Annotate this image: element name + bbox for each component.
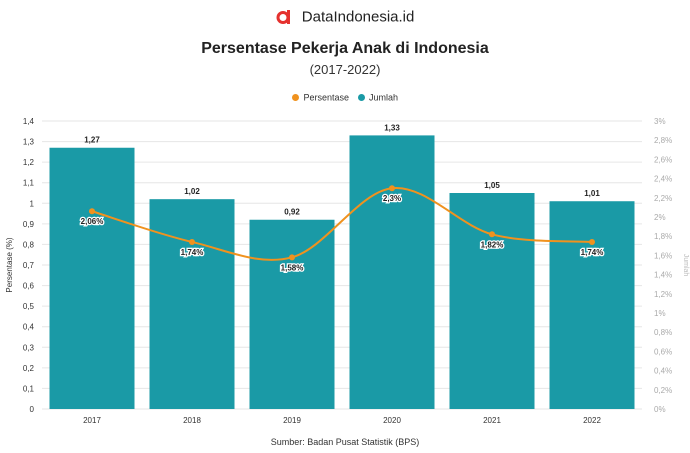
y2-tick-label: 2%	[654, 213, 666, 222]
line-value-label: 1,74%	[181, 248, 204, 257]
y2-tick-label: 2,8%	[654, 136, 672, 145]
bar-2019	[249, 219, 335, 409]
line-value-label: 2,3%	[383, 194, 401, 203]
line-point-2017	[89, 208, 95, 215]
y-axis-label: Persentase (%)	[5, 237, 14, 292]
y2-tick-label: 1%	[654, 309, 666, 318]
y-tick-label: 0,9	[23, 220, 35, 229]
y2-tick-label: 0,4%	[654, 367, 672, 376]
y2-tick-label: 0,6%	[654, 347, 672, 356]
y-tick-label: 0,6	[23, 282, 35, 291]
y-tick-label: 1,4	[23, 117, 35, 126]
y2-tick-label: 2,4%	[654, 175, 672, 184]
line-value-label: 1,58%	[281, 263, 304, 272]
bar-value-label: 1,33	[384, 123, 400, 132]
brand-logo-icon	[276, 10, 290, 25]
x-tick-label: 2020	[383, 416, 401, 425]
y-tick-label: 0,2	[23, 364, 35, 373]
bar-2020	[349, 135, 435, 409]
y-tick-label: 0,7	[23, 261, 35, 270]
y2-tick-label: 3%	[654, 117, 666, 126]
y2-tick-label: 1,8%	[654, 232, 672, 241]
legend-item-persentase[interactable]: Persentase	[291, 92, 349, 103]
y-tick-label: 1	[30, 199, 35, 208]
line-persentase	[91, 187, 593, 261]
y-tick-label: 0	[30, 405, 35, 414]
y2-axis-label: Jumlah	[682, 254, 689, 277]
y-tick-label: 0,1	[23, 384, 35, 393]
x-tick-label: 2021	[483, 416, 501, 425]
y2-tick-label: 2,2%	[654, 194, 672, 203]
bar-value-label: 0,92	[284, 208, 300, 217]
y-tick-label: 1,3	[23, 138, 35, 147]
chart-subtitle: (2017-2022)	[309, 62, 381, 77]
chart-legend: Persentase Jumlah	[0, 92, 690, 103]
bar-value-label: 1,05	[484, 181, 500, 190]
y2-tick-label: 0,8%	[654, 328, 672, 337]
y2-tick-label: 1,2%	[654, 290, 672, 299]
x-tick-label: 2022	[583, 416, 601, 425]
legend-dot-jumlah	[357, 94, 365, 102]
legend-dot-persentase	[291, 94, 299, 102]
line-value-label: 1,74%	[581, 248, 604, 257]
x-tick-label: 2018	[183, 416, 201, 425]
bar-2018	[149, 199, 235, 409]
y2-tick-label: 1,6%	[654, 251, 672, 260]
line-point-2021	[489, 231, 495, 238]
brand-header: DataIndonesia.id	[0, 8, 690, 26]
y2-tick-label: 2,6%	[654, 155, 672, 164]
bar-value-label: 1,02	[184, 187, 200, 196]
legend-item-jumlah[interactable]: Jumlah	[357, 92, 399, 103]
bar-2022	[549, 201, 635, 409]
y-tick-label: 1,1	[23, 179, 35, 188]
source-note: Sumber: Badan Pusat Statistik (BPS)	[270, 437, 420, 447]
bar-value-label: 1,27	[84, 136, 100, 145]
line-point-2022	[589, 238, 595, 245]
y-tick-label: 1,2	[23, 158, 35, 167]
line-value-label: 2,06%	[81, 217, 104, 226]
chart-title: Persentase Pekerja Anak di Indonesia	[201, 40, 489, 57]
brand-name: DataIndonesia.id	[301, 8, 415, 26]
y2-tick-label: 0,2%	[654, 386, 672, 395]
line-value-label: 1,82%	[481, 240, 504, 249]
x-tick-label: 2017	[83, 416, 101, 425]
line-point-2019	[289, 254, 295, 261]
bar-2017	[49, 147, 135, 409]
line-point-2020	[389, 185, 395, 192]
y-tick-label: 0,5	[23, 302, 35, 311]
y-tick-label: 0,3	[23, 343, 35, 352]
y-tick-label: 0,4	[23, 323, 35, 332]
legend-label-persentase: Persentase	[303, 92, 349, 103]
bar-value-label: 1,01	[584, 189, 600, 198]
y2-tick-label: 1,4%	[654, 271, 672, 280]
line-point-2018	[189, 238, 195, 245]
y2-tick-label: 0%	[654, 405, 666, 414]
bar-2021	[449, 193, 535, 409]
x-tick-label: 2019	[283, 416, 301, 425]
y-tick-label: 0,8	[23, 240, 35, 249]
legend-label-jumlah: Jumlah	[369, 92, 399, 103]
